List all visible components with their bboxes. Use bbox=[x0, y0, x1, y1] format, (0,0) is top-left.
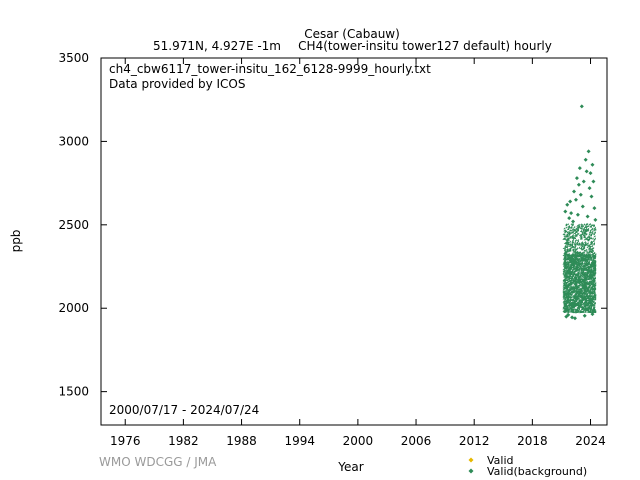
data-point bbox=[585, 214, 590, 219]
species-label: CH4(tower-insitu tower127 default) hourl… bbox=[298, 39, 552, 53]
legend-background-marker bbox=[468, 468, 474, 474]
legend: Valid Valid(background) bbox=[468, 454, 587, 478]
data-point bbox=[591, 179, 596, 184]
x-tick-label: 1994 bbox=[284, 434, 315, 448]
data-point bbox=[580, 204, 585, 209]
data-point bbox=[567, 216, 572, 221]
provider-label: Data provided by ICOS bbox=[109, 77, 245, 91]
data-point bbox=[583, 157, 588, 162]
legend-valid-label: Valid bbox=[487, 454, 514, 467]
data-point bbox=[584, 169, 589, 174]
data-point bbox=[563, 209, 568, 214]
data-point bbox=[568, 199, 573, 204]
x-tick-label: 1982 bbox=[168, 434, 199, 448]
x-tick-label: 2012 bbox=[459, 434, 490, 448]
data-point bbox=[570, 315, 575, 320]
y-tick-label: 3000 bbox=[58, 134, 89, 148]
data-point bbox=[590, 162, 595, 167]
x-tick-label: 2006 bbox=[401, 434, 432, 448]
data-point bbox=[573, 197, 578, 202]
legend-valid-marker bbox=[468, 457, 474, 463]
x-axis-label: Year bbox=[337, 460, 363, 474]
data-point bbox=[590, 312, 595, 317]
y-axis: 1500 2000 2500 3000 3500 bbox=[58, 51, 607, 399]
background-data-band bbox=[562, 222, 597, 314]
y-tick-label: 2500 bbox=[58, 218, 89, 232]
data-point bbox=[572, 189, 577, 194]
data-point bbox=[582, 313, 587, 318]
data-point bbox=[575, 212, 580, 217]
data-point bbox=[574, 176, 579, 181]
data-point bbox=[573, 316, 578, 321]
date-range-label: 2000/07/17 - 2024/07/24 bbox=[109, 403, 259, 417]
data-point bbox=[589, 194, 594, 199]
data-point bbox=[571, 219, 576, 224]
y-tick-label: 2000 bbox=[58, 301, 89, 315]
data-point bbox=[577, 166, 582, 171]
data-point bbox=[569, 211, 574, 216]
x-axis: 1976 1982 1988 1994 2000 2006 2012 2018 2024 bbox=[110, 58, 606, 448]
x-tick-label: 2024 bbox=[575, 434, 606, 448]
x-tick-label: 1988 bbox=[226, 434, 257, 448]
y-tick-label: 3500 bbox=[58, 51, 89, 65]
data-point bbox=[565, 202, 570, 207]
data-point bbox=[587, 186, 592, 191]
station-title: Cesar (Cabauw) bbox=[304, 27, 400, 41]
x-tick-label: 2018 bbox=[517, 434, 548, 448]
data-point bbox=[566, 312, 571, 317]
y-axis-label: ppb bbox=[9, 230, 23, 253]
data-point bbox=[586, 149, 591, 154]
filename-label: ch4_cbw6117_tower-insitu_162_6128-9999_h… bbox=[109, 62, 431, 76]
data-point bbox=[579, 104, 584, 109]
data-point bbox=[581, 179, 586, 184]
data-point bbox=[578, 192, 583, 197]
data-point bbox=[588, 171, 593, 176]
legend-background-label: Valid(background) bbox=[487, 465, 587, 478]
x-tick-label: 2000 bbox=[343, 434, 374, 448]
data-point bbox=[592, 206, 597, 211]
location-label: 51.971N, 4.927E -1m bbox=[153, 39, 281, 53]
data-point bbox=[593, 217, 598, 222]
watermark: WMO WDCGG / JMA bbox=[99, 455, 217, 469]
y-tick-label: 1500 bbox=[58, 385, 89, 399]
plot-frame bbox=[100, 57, 608, 426]
data-point bbox=[576, 182, 581, 187]
x-tick-label: 1976 bbox=[110, 434, 141, 448]
data-points bbox=[562, 104, 598, 321]
